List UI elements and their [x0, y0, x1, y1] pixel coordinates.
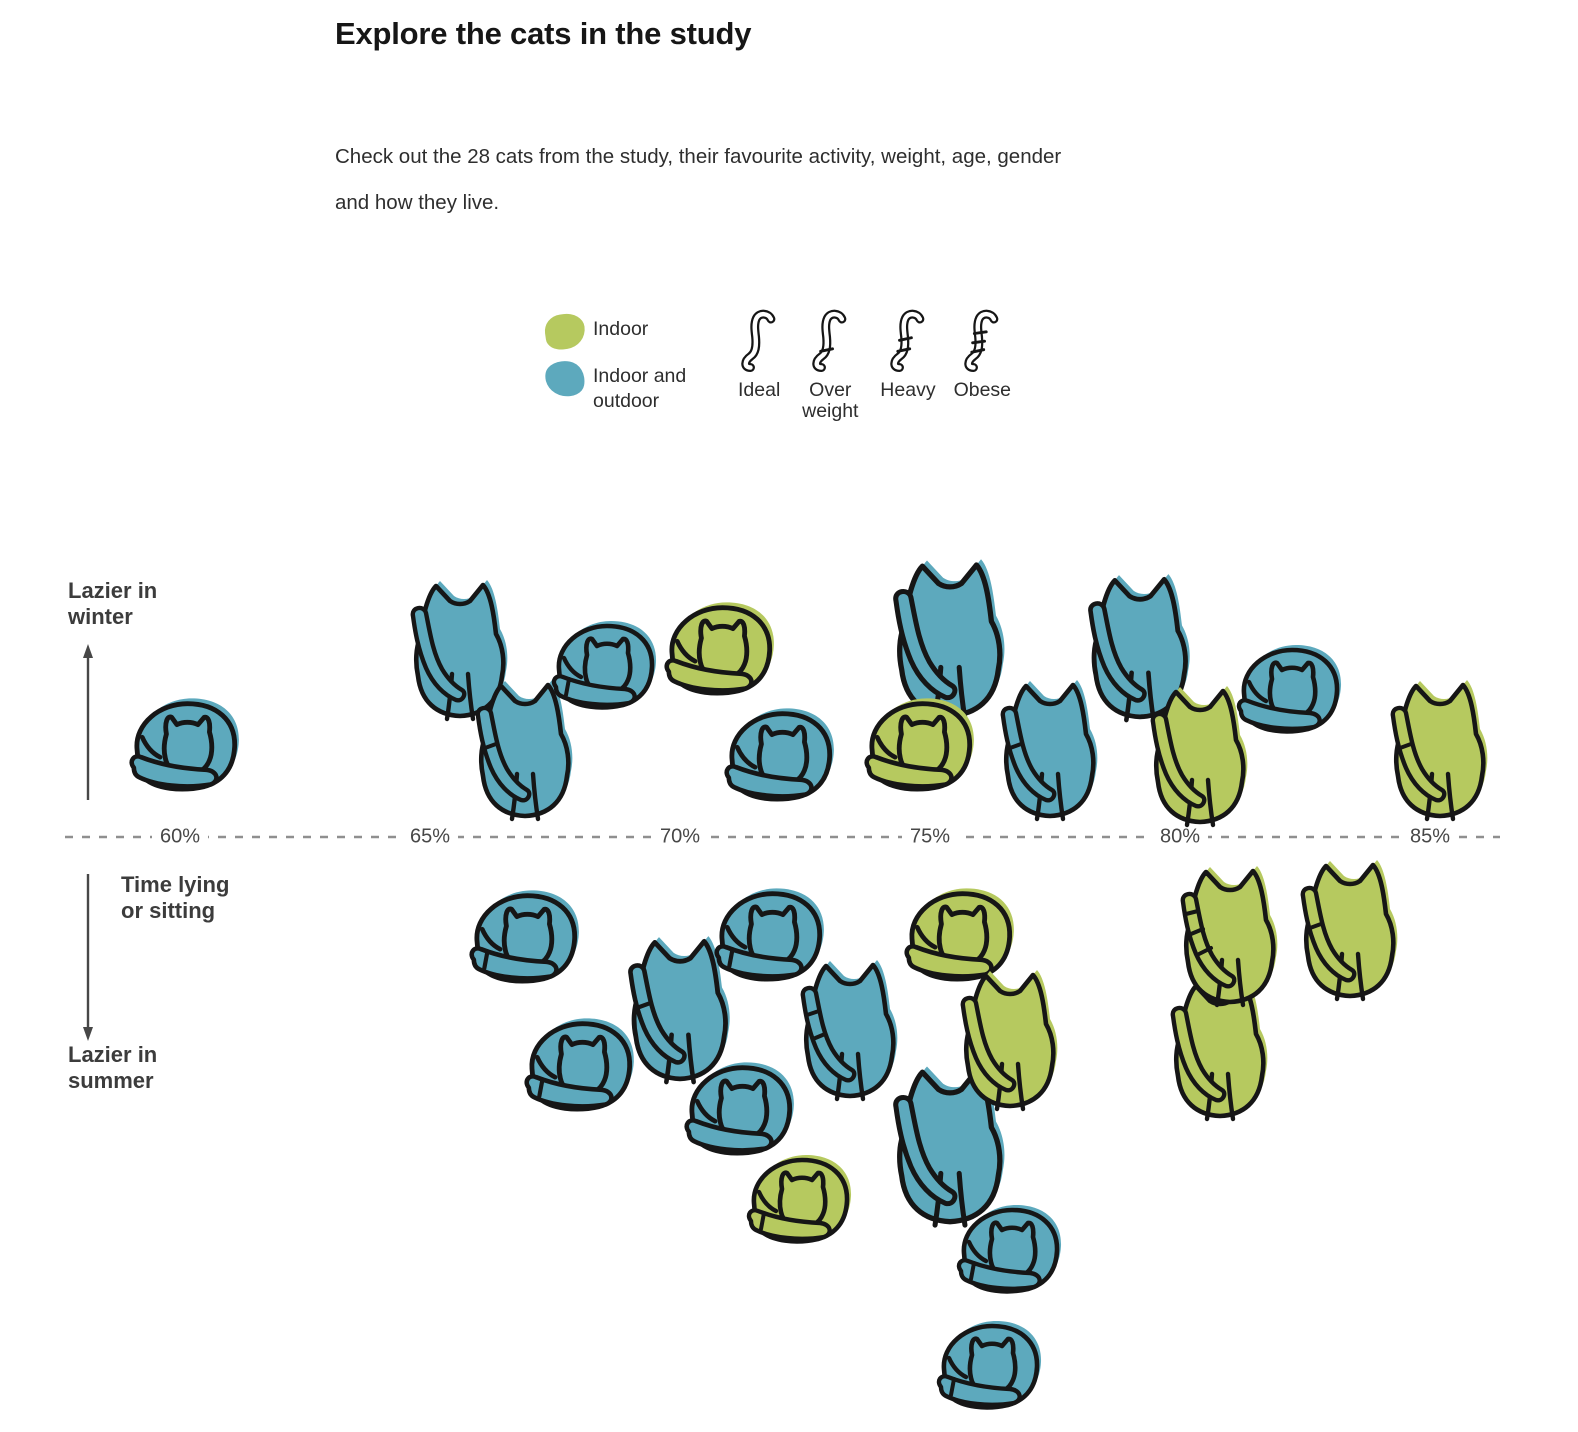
indoor-outdoor-label: Indoor and outdoor [593, 365, 687, 412]
description-line-1: Check out the 28 cats from the study, th… [335, 145, 1062, 168]
cat-marker-19-lying-indoor-overweight[interactable] [734, 1147, 866, 1257]
cat-marker-17-lying-indoor-outdoor-ideal[interactable] [671, 1054, 810, 1170]
cat-marker-3-sitting-indoor-outdoor-overweight[interactable] [465, 678, 585, 826]
cat-marker-25-lying-indoor-outdoor-overweight[interactable] [924, 1313, 1056, 1423]
axis-label: Time lying or sitting [121, 872, 230, 923]
legend-item-indoor: Indoor [542, 311, 711, 352]
legend-item-indoor-outdoor: Indoor and outdoor [542, 357, 711, 414]
overweight-tail-icon [812, 309, 847, 372]
home-legend: Indoor Indoor and outdoor [542, 311, 711, 426]
weight-legend-label: Over weight [802, 379, 859, 422]
cat-marker-2-sitting-indoor-outdoor-ideal[interactable] [400, 578, 520, 726]
obese-tail-icon [964, 309, 999, 372]
weight-legend-item-ideal: Ideal [738, 308, 780, 422]
summer-arrow [83, 874, 93, 1041]
cat-marker-13-sitting-indoor-overweight[interactable] [1380, 678, 1500, 826]
cat-marker-4-lying-indoor-outdoor-overweight[interactable] [539, 613, 671, 723]
heavy-tail-icon [890, 309, 925, 372]
indoor-label: Indoor [593, 318, 649, 340]
weight-legend-label: Heavy [880, 379, 936, 401]
weight-legend-item-heavy: Heavy [880, 308, 936, 422]
weight-legend-label: Ideal [738, 379, 781, 401]
cat-marker-7-sitting-indoor-outdoor-ideal[interactable] [881, 557, 1019, 727]
axis-tick-label: 70% [651, 825, 709, 849]
description-line-2: and how they live. [335, 191, 500, 214]
cat-marker-23-sitting-indoor-ideal[interactable] [950, 968, 1070, 1116]
cat-marker-1-lying-indoor-outdoor-ideal[interactable] [116, 690, 255, 806]
ideal-tail-icon [741, 309, 776, 372]
summer-label: Lazier in summer [68, 1042, 158, 1093]
cat-marker-28-sitting-indoor-overweight[interactable] [1290, 858, 1410, 1006]
cat-marker-11-sitting-indoor-ideal[interactable] [1140, 684, 1260, 832]
axis-tick-label: 85% [1401, 825, 1459, 849]
cat-marker-14-lying-indoor-outdoor-overweight[interactable] [456, 882, 595, 998]
cat-marker-22-lying-indoor-ideal[interactable] [891, 880, 1030, 996]
axis-tick-label: 65% [401, 825, 459, 849]
cat-marker-10-sitting-indoor-outdoor-ideal[interactable] [1077, 572, 1203, 727]
cat-marker-21-sitting-indoor-outdoor-ideal[interactable] [881, 1063, 1019, 1233]
cat-marker-9-sitting-indoor-outdoor-overweight[interactable] [990, 678, 1110, 826]
axis-tick-label: 80% [1151, 825, 1209, 849]
winter-arrow [83, 644, 93, 800]
cat-marker-12-lying-indoor-outdoor-ideal[interactable] [1224, 637, 1356, 747]
cat-marker-8-lying-indoor-ideal[interactable] [851, 690, 990, 806]
page-title: Explore the cats in the study [335, 16, 752, 51]
cat-marker-16-sitting-indoor-outdoor-overweight[interactable] [617, 934, 743, 1089]
cat-marker-15-lying-indoor-outdoor-overweight[interactable] [511, 1010, 650, 1126]
winter-label: Lazier in winter [68, 578, 158, 629]
cat-marker-27-sitting-indoor-obese[interactable] [1170, 864, 1290, 1012]
cat-marker-18-lying-indoor-outdoor-overweight[interactable] [701, 880, 840, 996]
chart-description: Check out the 28 cats from the study, th… [335, 134, 1295, 226]
cat-marker-26-sitting-indoor-ideal[interactable] [1160, 978, 1280, 1126]
cat-marker-20-sitting-indoor-outdoor-heavy[interactable] [790, 958, 910, 1106]
cat-marker-6-lying-indoor-outdoor-ideal[interactable] [711, 700, 850, 816]
weight-legend-label: Obese [953, 379, 1012, 401]
weight-legend-item-overweight: Over weight [798, 308, 862, 422]
weight-legend-item-obese: Obese [954, 308, 1011, 422]
cat-marker-24-lying-indoor-outdoor-overweight[interactable] [944, 1197, 1076, 1307]
cat-marker-5-lying-indoor-ideal[interactable] [651, 594, 790, 710]
axis-tick-label: 75% [901, 825, 959, 849]
weight-legend: Ideal Over weight Heavy Obese [738, 308, 1011, 422]
axis-tick-label: 60% [151, 825, 209, 849]
